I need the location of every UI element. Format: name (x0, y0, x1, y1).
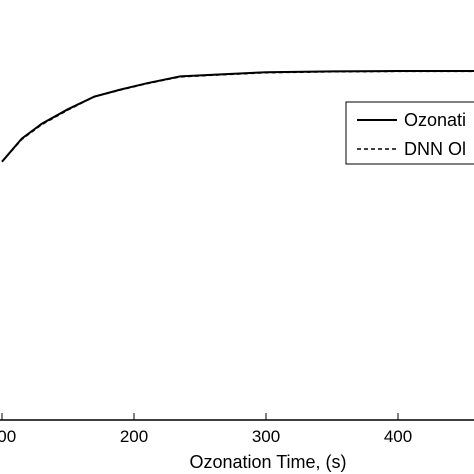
x-tick-label: 300 (252, 427, 280, 446)
x-tick-label: 400 (384, 427, 412, 446)
plot-area: 100 200 300 400 (0, 70, 474, 446)
legend-label-1: DNN Ol (404, 139, 466, 159)
x-tick-label: 200 (120, 427, 148, 446)
series-layer (1, 70, 474, 163)
x-axis-label: Ozonation Time, (s) (189, 452, 346, 472)
x-tick-label: 100 (0, 427, 16, 446)
legend: Ozonati DNN Ol (345, 101, 474, 165)
x-axis-ticks: 100 200 300 400 (0, 413, 412, 446)
series-line-1 (1, 70, 474, 163)
legend-box (345, 101, 474, 165)
legend-label-0: Ozonati (404, 110, 466, 130)
